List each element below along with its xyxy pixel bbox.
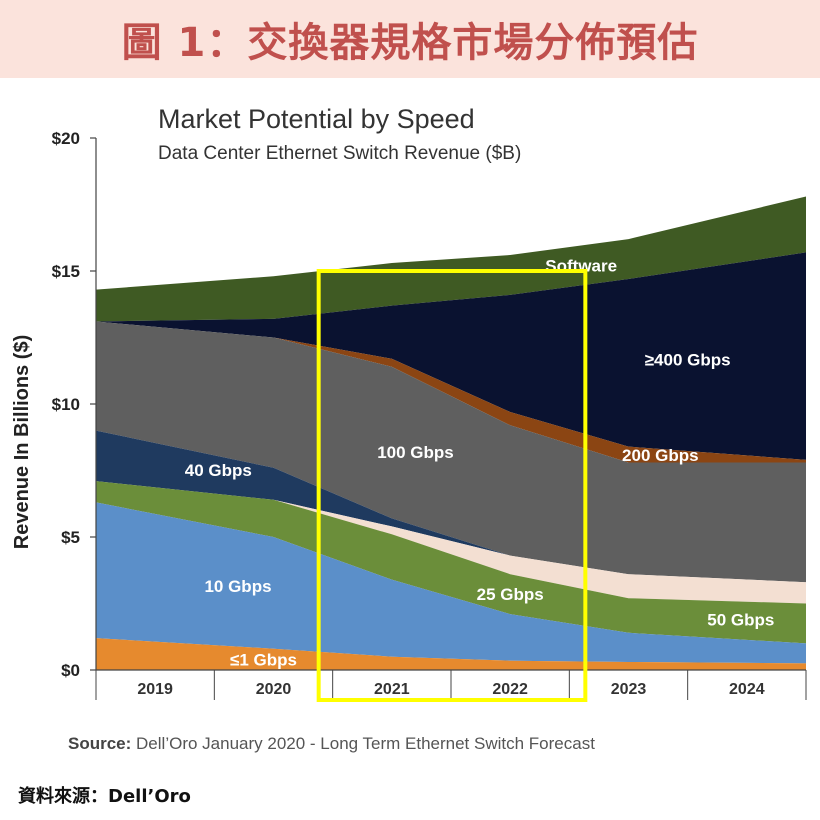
x-tick-label: 2023 bbox=[611, 681, 647, 698]
area-1-gbps bbox=[96, 638, 806, 670]
source-text: Dell’Oro January 2020 - Long Term Ethern… bbox=[136, 734, 595, 753]
area-chart: Market Potential by Speed Data Center Eth… bbox=[11, 104, 807, 702]
source-label: Source: bbox=[68, 734, 132, 753]
area-10-gbps bbox=[96, 502, 806, 664]
area-software bbox=[96, 196, 806, 322]
y-tick-label: $5 bbox=[61, 528, 80, 547]
banner-title: 圖 1：交換器規格市場分佈預估 bbox=[121, 20, 699, 66]
area-100-gbps bbox=[96, 321, 806, 583]
title-banner: 圖 1：交換器規格市場分佈預估 bbox=[0, 0, 820, 78]
area-25-gbps bbox=[96, 481, 806, 644]
series-label-1-gbps: ≤1 Gbps bbox=[230, 650, 297, 669]
series-label-200-gbps: 200 Gbps bbox=[622, 446, 699, 465]
area-200-gbps bbox=[96, 321, 806, 463]
y-tick-label: $15 bbox=[52, 262, 80, 281]
series-label-40-gbps: 40 Gbps bbox=[185, 461, 252, 480]
chart-source-note: Source: Dell’Oro January 2020 - Long Ter… bbox=[68, 734, 595, 754]
y-tick-label: $0 bbox=[61, 661, 80, 680]
series-label-100-gbps: 100 Gbps bbox=[377, 443, 454, 462]
area-400-gbps bbox=[96, 252, 806, 460]
chart-container: Market Potential by Speed Data Center Eth… bbox=[0, 84, 820, 764]
area-50-gbps bbox=[96, 481, 806, 604]
x-tick-label: 2022 bbox=[492, 681, 528, 698]
series-label-10-gbps: 10 Gbps bbox=[204, 577, 271, 596]
series-label-50-gbps: 50 Gbps bbox=[707, 610, 774, 629]
chart-subtitle: Data Center Ethernet Switch Revenue ($B) bbox=[158, 143, 521, 164]
x-tick-label: 2021 bbox=[374, 681, 410, 698]
area-40-gbps bbox=[96, 430, 806, 583]
data-credit: 資料來源：Dell’Oro bbox=[18, 786, 191, 807]
x-tick-label: 2019 bbox=[137, 681, 173, 698]
x-tick-label: 2020 bbox=[256, 681, 292, 698]
highlight-box bbox=[316, 269, 588, 702]
y-axis-title: Revenue In Billions ($) bbox=[11, 335, 33, 549]
chart-title: Market Potential by Speed bbox=[158, 104, 475, 134]
y-tick-label: $10 bbox=[52, 395, 80, 414]
x-tick-label: 2024 bbox=[729, 681, 765, 698]
series-label-400-gbps: ≥400 Gbps bbox=[645, 350, 731, 369]
series-label-25-gbps: 25 Gbps bbox=[477, 585, 544, 604]
y-tick-label: $20 bbox=[52, 129, 80, 148]
